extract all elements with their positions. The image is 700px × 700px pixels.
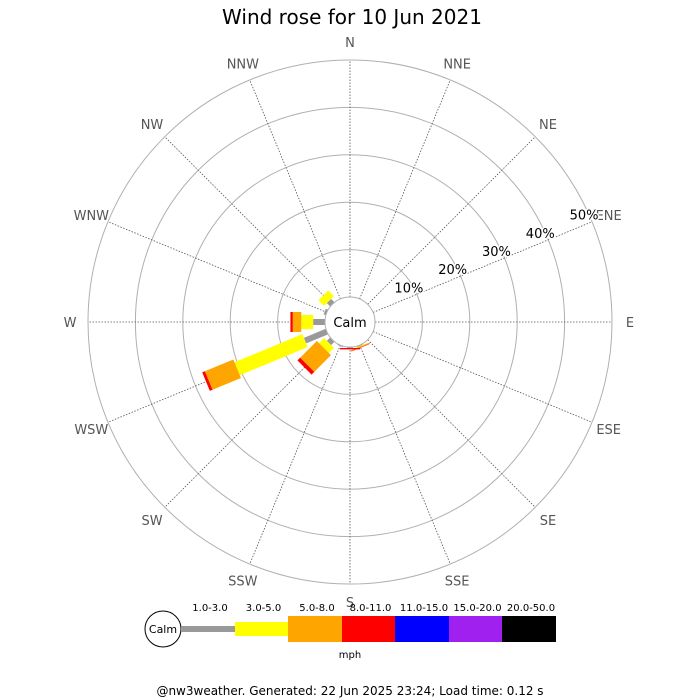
direction-label-wsw: WSW bbox=[74, 423, 108, 438]
legend-calm-label: Calm bbox=[149, 623, 177, 636]
legend-swatch-2 bbox=[288, 616, 342, 642]
legend-swatch-1 bbox=[235, 622, 288, 636]
spoke-ese bbox=[372, 331, 593, 423]
bar-sw-bin-2 bbox=[300, 340, 332, 372]
spoke-ssw bbox=[249, 344, 341, 565]
direction-label-n: N bbox=[345, 36, 355, 51]
legend-bin-label-6: 20.0-50.0 bbox=[507, 603, 555, 614]
direction-label-ssw: SSW bbox=[228, 575, 258, 590]
direction-label-ese: ESE bbox=[596, 423, 621, 438]
direction-label-ene: ENE bbox=[596, 209, 622, 224]
legend-bin-label-3: 8.0-11.0 bbox=[350, 603, 392, 614]
ring-label: 50% bbox=[570, 209, 599, 224]
spoke-se bbox=[367, 339, 536, 508]
bar-wsw-bin-2 bbox=[204, 359, 241, 390]
spoke-nw bbox=[164, 136, 333, 305]
legend-bin-label-5: 15.0-20.0 bbox=[453, 603, 501, 614]
bar-nw-bin-0 bbox=[326, 298, 335, 307]
ring-label: 20% bbox=[438, 263, 467, 278]
spoke-ne bbox=[367, 136, 536, 305]
bar-wsw-bin-1 bbox=[234, 334, 308, 376]
direction-label-nne: NNE bbox=[443, 57, 471, 72]
grid-ring bbox=[229, 201, 471, 443]
direction-label-w: W bbox=[64, 316, 77, 331]
chart-title: Wind rose for 10 Jun 2021 bbox=[222, 5, 482, 29]
spoke-nnw bbox=[249, 79, 341, 300]
legend-swatch-4 bbox=[395, 616, 449, 642]
legend-bin-label-4: 11.0-15.0 bbox=[400, 603, 448, 614]
direction-label-s: S bbox=[346, 596, 354, 611]
bar-wsw-bin-0 bbox=[303, 328, 329, 344]
legend-swatch-3 bbox=[342, 616, 395, 642]
legend-swatch-0 bbox=[181, 626, 235, 632]
direction-label-sw: SW bbox=[141, 514, 162, 529]
direction-label-wnw: WNW bbox=[74, 209, 110, 224]
grid-ring bbox=[277, 249, 423, 395]
bar-sw-bin-1 bbox=[318, 338, 334, 354]
spoke-sw bbox=[164, 339, 333, 508]
bar-sw-bin-0 bbox=[326, 337, 335, 346]
direction-label-ne: NE bbox=[539, 118, 557, 133]
direction-label-nw: NW bbox=[141, 118, 164, 133]
direction-label-nnw: NNW bbox=[227, 57, 259, 72]
spoke-nne bbox=[359, 79, 451, 300]
spoke-wnw bbox=[107, 221, 328, 313]
bar-wsw-bin-3 bbox=[202, 371, 213, 391]
footer-text: @nw3weather. Generated: 22 Jun 2025 23:2… bbox=[156, 684, 544, 698]
ring-label: 40% bbox=[526, 227, 555, 242]
calm-circle bbox=[324, 296, 376, 348]
bar-sw-bin-3 bbox=[297, 357, 315, 375]
direction-label-sse: SSE bbox=[445, 575, 470, 590]
legend-swatch-6 bbox=[502, 616, 556, 642]
ring-label: 30% bbox=[482, 245, 511, 260]
ring-label: 10% bbox=[394, 281, 423, 296]
legend-swatch-5 bbox=[449, 616, 502, 642]
legend-bin-label-1: 3.0-5.0 bbox=[246, 603, 281, 614]
spoke-ene bbox=[372, 221, 593, 313]
bar-nw-bin-1 bbox=[318, 290, 334, 306]
grid-ring bbox=[87, 59, 613, 585]
direction-label-e: E bbox=[626, 316, 634, 331]
legend-bin-label-2: 5.0-8.0 bbox=[299, 603, 334, 614]
direction-label-se: SE bbox=[540, 514, 556, 529]
calm-label: Calm bbox=[333, 316, 366, 331]
legend-unit-label: mph bbox=[339, 650, 361, 661]
spoke-sse bbox=[359, 344, 451, 565]
legend-bin-label-0: 1.0-3.0 bbox=[192, 603, 227, 614]
